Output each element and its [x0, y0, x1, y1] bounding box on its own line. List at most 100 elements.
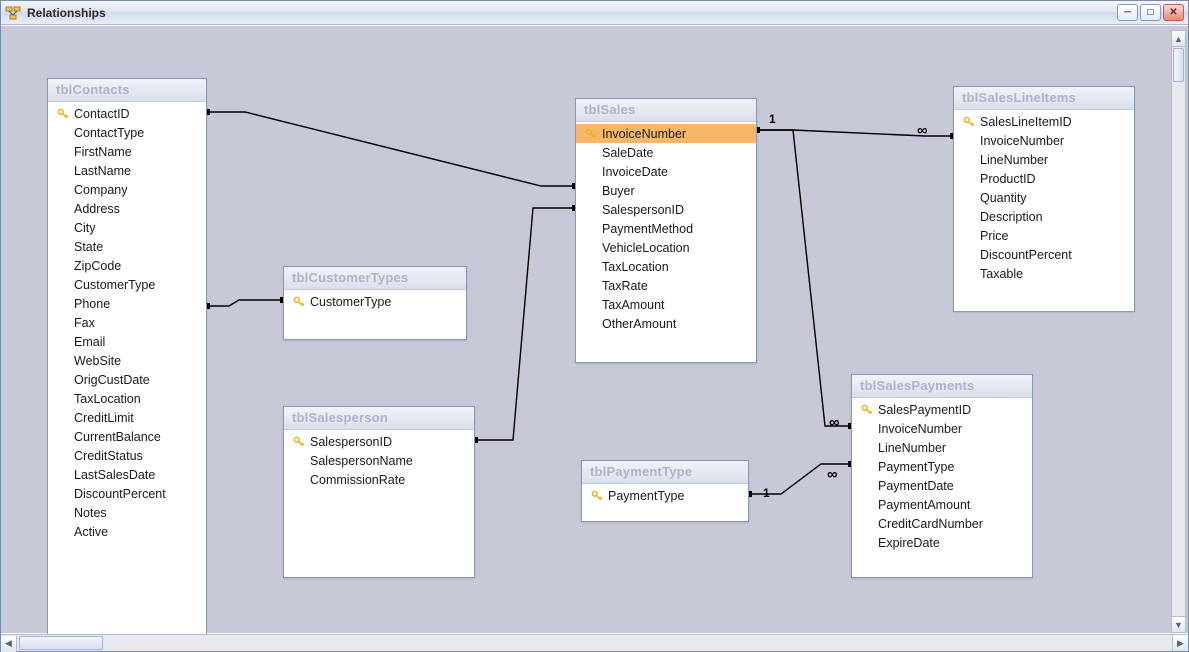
field-name: WebSite — [74, 354, 121, 368]
table-contacts[interactable]: tblContacts ContactID ContactTypeFirstName… — [47, 78, 207, 643]
scroll-up-button[interactable]: ▲ — [1172, 31, 1185, 47]
field-row[interactable]: PaymentMethod — [576, 219, 756, 238]
field-name: CreditCardNumber — [878, 517, 983, 531]
vertical-scroll-thumb[interactable] — [1173, 48, 1184, 82]
field-row[interactable]: SaleDate — [576, 143, 756, 162]
field-row[interactable]: WebSite — [48, 351, 206, 370]
table-salesperson[interactable]: tblSalesperson SalespersonIDSalespersonNa… — [283, 406, 475, 578]
scroll-right-button[interactable]: ▶ — [1172, 635, 1188, 651]
table-customerTypes[interactable]: tblCustomerTypes CustomerType — [283, 266, 467, 340]
field-row[interactable]: InvoiceNumber — [954, 131, 1134, 150]
field-row[interactable]: Phone — [48, 294, 206, 313]
field-row[interactable]: OtherAmount — [576, 314, 756, 333]
field-row[interactable]: SalesPaymentID — [852, 400, 1032, 419]
field-name: TaxLocation — [602, 260, 669, 274]
field-row[interactable]: ZipCode — [48, 256, 206, 275]
field-name: Taxable — [980, 267, 1023, 281]
field-row[interactable]: PaymentType — [582, 486, 748, 505]
field-row[interactable]: CreditCardNumber — [852, 514, 1032, 533]
field-row[interactable]: LastSalesDate — [48, 465, 206, 484]
field-row[interactable]: Buyer — [576, 181, 756, 200]
close-button[interactable]: ✕ — [1163, 4, 1184, 21]
field-row[interactable]: CustomerType — [48, 275, 206, 294]
field-name: OtherAmount — [602, 317, 676, 331]
field-row[interactable]: Fax — [48, 313, 206, 332]
app-icon — [5, 5, 21, 21]
field-name: ProductID — [980, 172, 1036, 186]
field-row[interactable]: PaymentAmount — [852, 495, 1032, 514]
field-row[interactable]: CurrentBalance — [48, 427, 206, 446]
field-row[interactable]: TaxLocation — [576, 257, 756, 276]
field-row[interactable]: Active — [48, 522, 206, 541]
field-row[interactable]: InvoiceNumber — [576, 124, 756, 143]
field-name: PaymentAmount — [878, 498, 970, 512]
field-row[interactable]: DiscountPercent — [48, 484, 206, 503]
field-list: PaymentType — [582, 484, 748, 509]
field-row[interactable]: CreditLimit — [48, 408, 206, 427]
field-row[interactable]: OrigCustDate — [48, 370, 206, 389]
field-row[interactable]: ContactType — [48, 123, 206, 142]
field-row[interactable]: TaxAmount — [576, 295, 756, 314]
field-name: CustomerType — [310, 295, 391, 309]
field-row[interactable]: LineNumber — [852, 438, 1032, 457]
field-row[interactable]: Company — [48, 180, 206, 199]
field-row[interactable]: State — [48, 237, 206, 256]
table-header[interactable]: tblSalesLineItems — [954, 87, 1134, 110]
field-name: ContactID — [74, 107, 130, 121]
field-row[interactable]: LineNumber — [954, 150, 1134, 169]
field-row[interactable]: ContactID — [48, 104, 206, 123]
field-name: SalesLineItemID — [980, 115, 1072, 129]
maximize-button[interactable]: □ — [1140, 4, 1161, 21]
table-header[interactable]: tblCustomerTypes — [284, 267, 466, 290]
field-row[interactable]: City — [48, 218, 206, 237]
field-row[interactable]: SalespersonName — [284, 451, 474, 470]
field-row[interactable]: ProductID — [954, 169, 1134, 188]
field-row[interactable]: Quantity — [954, 188, 1134, 207]
field-row[interactable]: SalespersonID — [284, 432, 474, 451]
table-header[interactable]: tblPaymentType — [582, 461, 748, 484]
horizontal-scrollbar[interactable]: ◀ ▶ — [1, 634, 1188, 651]
table-header[interactable]: tblSalesperson — [284, 407, 474, 430]
minimize-button[interactable]: ─ — [1117, 4, 1138, 21]
field-name: CreditLimit — [74, 411, 134, 425]
field-row[interactable]: CustomerType — [284, 292, 466, 311]
field-row[interactable]: FirstName — [48, 142, 206, 161]
scroll-down-button[interactable]: ▼ — [1172, 616, 1185, 632]
table-salesPayments[interactable]: tblSalesPayments SalesPaymentIDInvoiceNum… — [851, 374, 1033, 578]
table-salesLineItems[interactable]: tblSalesLineItems SalesLineItemID InvoiceN… — [953, 86, 1135, 312]
field-row[interactable]: Email — [48, 332, 206, 351]
vertical-scrollbar[interactable]: ▲ ▼ — [1171, 30, 1186, 633]
field-row[interactable]: Price — [954, 226, 1134, 245]
table-sales[interactable]: tblSales InvoiceNumberSaleDateInvoiceDate… — [575, 98, 757, 363]
field-row[interactable]: PaymentType — [852, 457, 1032, 476]
field-row[interactable]: LastName — [48, 161, 206, 180]
key-icon — [292, 436, 306, 448]
field-row[interactable]: InvoiceNumber — [852, 419, 1032, 438]
field-row[interactable]: SalespersonID — [576, 200, 756, 219]
field-name: CommissionRate — [310, 473, 405, 487]
diagram-canvas[interactable]: tblContacts ContactID ContactTypeFirstName… — [5, 30, 1170, 633]
field-row[interactable]: DiscountPercent — [954, 245, 1134, 264]
field-row[interactable]: TaxRate — [576, 276, 756, 295]
field-row[interactable]: InvoiceDate — [576, 162, 756, 181]
field-row[interactable]: Description — [954, 207, 1134, 226]
field-row[interactable]: Taxable — [954, 264, 1134, 283]
field-row[interactable]: TaxLocation — [48, 389, 206, 408]
table-paymentType[interactable]: tblPaymentType PaymentType — [581, 460, 749, 522]
titlebar[interactable]: Relationships ─ □ ✕ — [1, 1, 1188, 25]
field-row[interactable]: SalesLineItemID — [954, 112, 1134, 131]
field-row[interactable]: Address — [48, 199, 206, 218]
horizontal-scroll-thumb[interactable] — [19, 636, 103, 650]
field-row[interactable]: VehicleLocation — [576, 238, 756, 257]
field-row[interactable]: PaymentDate — [852, 476, 1032, 495]
scroll-left-button[interactable]: ◀ — [1, 636, 17, 652]
table-header[interactable]: tblSales — [576, 99, 756, 122]
field-name: LastSalesDate — [74, 468, 155, 482]
table-header[interactable]: tblSalesPayments — [852, 375, 1032, 398]
table-header[interactable]: tblContacts — [48, 79, 206, 102]
field-row[interactable]: CreditStatus — [48, 446, 206, 465]
field-row[interactable]: ExpireDate — [852, 533, 1032, 552]
field-name: Active — [74, 525, 108, 539]
field-row[interactable]: Notes — [48, 503, 206, 522]
field-row[interactable]: CommissionRate — [284, 470, 474, 489]
